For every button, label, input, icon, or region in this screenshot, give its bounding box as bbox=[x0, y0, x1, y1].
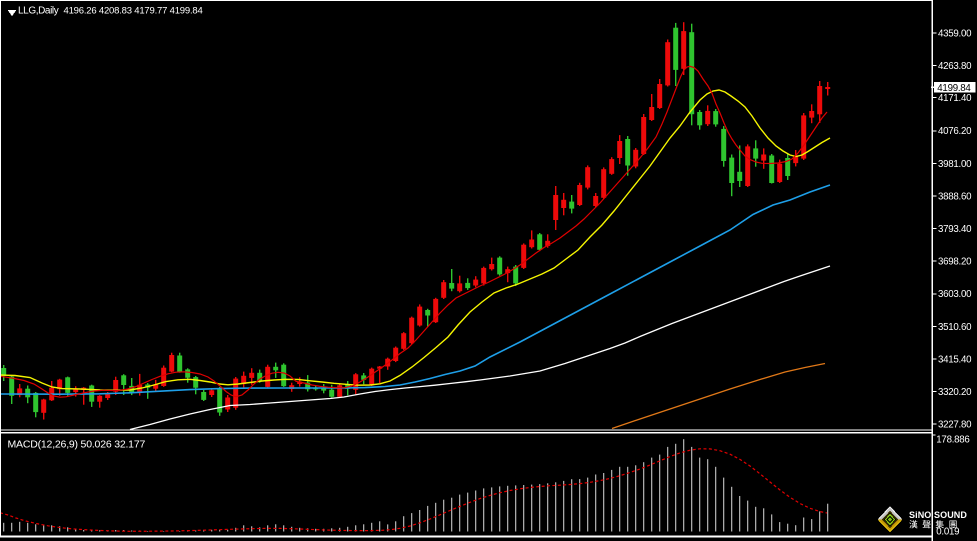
svg-text:3698.20: 3698.20 bbox=[938, 257, 972, 268]
svg-text:3510.60: 3510.60 bbox=[938, 322, 972, 333]
svg-text:3320.20: 3320.20 bbox=[938, 387, 972, 398]
svg-text:178.886: 178.886 bbox=[936, 434, 969, 445]
svg-text:3415.40: 3415.40 bbox=[938, 354, 972, 365]
svg-text:漢聲集團: 漢聲集團 bbox=[909, 519, 962, 530]
svg-text:3981.00: 3981.00 bbox=[938, 159, 972, 170]
svg-text:LLG,Daily: LLG,Daily bbox=[18, 6, 59, 17]
svg-text:4199.84: 4199.84 bbox=[937, 83, 971, 94]
svg-text:3888.60: 3888.60 bbox=[938, 191, 972, 202]
svg-text:3227.80: 3227.80 bbox=[938, 420, 972, 431]
svg-text:4076.20: 4076.20 bbox=[938, 126, 972, 137]
svg-text:4263.80: 4263.80 bbox=[938, 61, 972, 72]
svg-text:3603.00: 3603.00 bbox=[938, 289, 972, 300]
svg-text:0.019: 0.019 bbox=[936, 526, 959, 537]
svg-text:4196.26 4208.83 4179.77 4199.8: 4196.26 4208.83 4179.77 4199.84 bbox=[64, 6, 203, 17]
svg-text:4171.40: 4171.40 bbox=[938, 93, 972, 104]
svg-text:4359.00: 4359.00 bbox=[938, 28, 972, 39]
svg-text:MACD(12,26,9) 50.026 32.177: MACD(12,26,9) 50.026 32.177 bbox=[8, 439, 146, 451]
svg-text:SiNO SOUND: SiNO SOUND bbox=[909, 510, 967, 520]
svg-text:3793.40: 3793.40 bbox=[938, 224, 972, 235]
